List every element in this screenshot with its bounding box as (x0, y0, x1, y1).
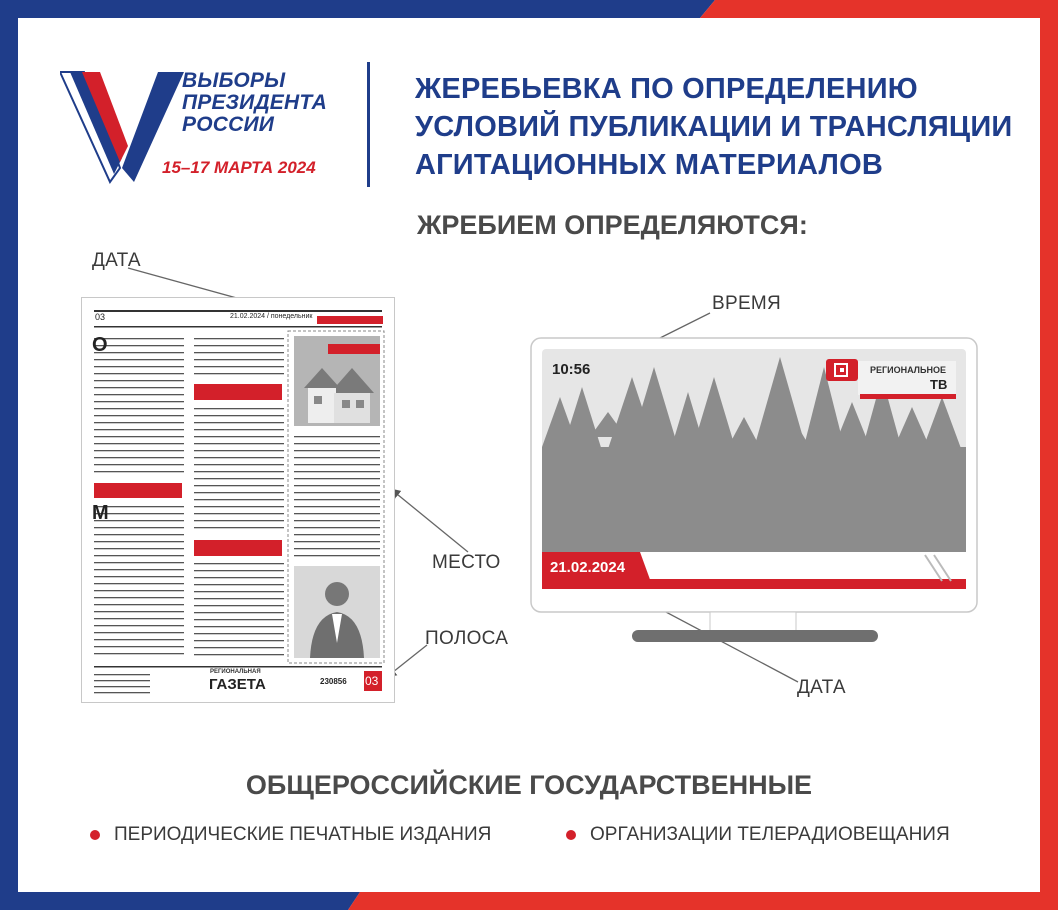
logo-dates: 15–17 МАРТА 2024 (162, 158, 316, 177)
newspaper-date-line: 21.02.2024 / понедельник (230, 313, 313, 320)
heading-line-3: АГИТАЦИОННЫХ МАТЕРИАЛОВ (415, 149, 883, 181)
logo-divider (367, 62, 370, 187)
footer-bullet-1-text: ПЕРИОДИЧЕСКИЕ ПЕЧАТНЫЕ ИЗДАНИЯ (114, 824, 492, 845)
label-strip: ПОЛОСА (425, 628, 509, 649)
tv-illustration: 10:56 РЕГИОНАЛЬНОЕ ТВ 21.02.2024 (530, 337, 978, 645)
newspaper-issue-number: 230856 (320, 677, 347, 686)
label-date-newspaper: ДАТА (92, 250, 141, 271)
newspaper-page-number-bottom: 03 (365, 674, 379, 688)
footer-bullet-2: ОРГАНИЗАЦИИ ТЕЛЕРАДИОВЕЩАНИЯ (566, 824, 950, 846)
newspaper-illustration: 03 21.02.2024 / понедельник О М РЕГИОНАЛ… (81, 297, 395, 703)
checkmark-logo-icon (60, 71, 184, 184)
heading-line-2: УСЛОВИЙ ПУБЛИКАЦИИ И ТРАНСЛЯЦИИ (415, 111, 1013, 143)
logo-title: ВЫБОРЫ ПРЕЗИДЕНТА РОССИИ (182, 70, 327, 136)
bullet-dot-icon (566, 829, 576, 840)
tv-channel-big: ТВ (930, 377, 948, 392)
tv-channel-small: РЕГИОНАЛЬНОЕ (870, 365, 946, 375)
newspaper-body (94, 310, 385, 694)
newspaper-dropcap-o: О (92, 334, 108, 356)
newspaper-page-number-top: 03 (95, 312, 106, 322)
tv-time: 10:56 (552, 361, 591, 378)
label-date-tv: ДАТА (797, 677, 846, 698)
logo-line-1: ВЫБОРЫ (182, 69, 286, 92)
footer-title: ОБЩЕРОССИЙСКИЕ ГОСУДАРСТВЕННЫЕ (245, 770, 813, 800)
heading-line-1: ЖЕРЕБЬЕВКА ПО ОПРЕДЕЛЕНИЮ (415, 73, 918, 105)
newspaper-brand-big: ГАЗЕТА (209, 676, 266, 693)
label-time: ВРЕМЯ (712, 293, 782, 314)
logo-line-3: РОССИИ (182, 113, 275, 136)
footer-bullet-2-text: ОРГАНИЗАЦИИ ТЕЛЕРАДИОВЕЩАНИЯ (590, 824, 950, 845)
newspaper-dropcap-m: М (92, 502, 109, 524)
tv-body (530, 337, 978, 642)
footer-bullet-1: ПЕРИОДИЧЕСКИЕ ПЕЧАТНЫЕ ИЗДАНИЯ (90, 824, 491, 846)
main-heading: ЖЕРЕБЬЕВКА ПО ОПРЕДЕЛЕНИЮ УСЛОВИЙ ПУБЛИК… (415, 70, 1012, 184)
logo-line-2: ПРЕЗИДЕНТА (182, 91, 327, 114)
newspaper-brand-small: РЕГИОНАЛЬНАЯ (210, 669, 261, 675)
tv-date: 21.02.2024 (550, 559, 626, 576)
election-logo: ВЫБОРЫ ПРЕЗИДЕНТА РОССИИ 15–17 МАРТА 202… (60, 70, 360, 190)
subheading: ЖРЕБИЕМ ОПРЕДЕЛЯЮТСЯ: (417, 210, 808, 240)
bullet-dot-icon (90, 829, 100, 840)
label-place: МЕСТО (432, 552, 501, 573)
